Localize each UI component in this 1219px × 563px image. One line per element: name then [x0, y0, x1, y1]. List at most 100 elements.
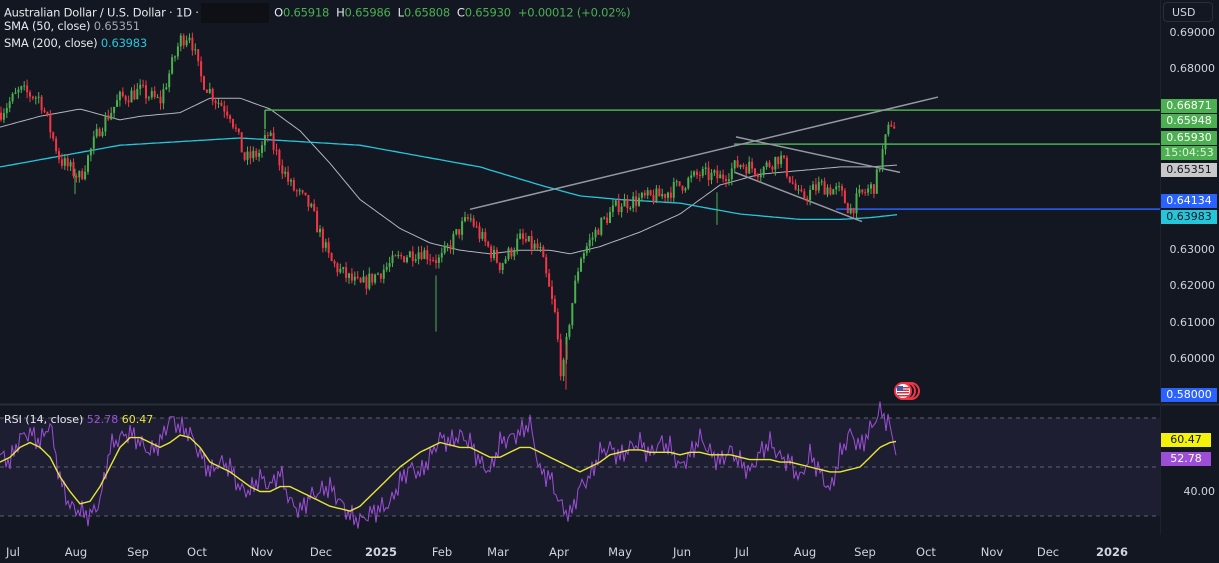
price-tag: 0.65351 — [1161, 163, 1217, 177]
candle-body — [507, 248, 510, 260]
candle-body — [66, 158, 69, 167]
candle-body — [200, 61, 203, 77]
candle-body — [803, 191, 806, 199]
price-tag: 0.63983 — [1161, 210, 1217, 224]
price-axis-tick: 0.63000 — [1169, 243, 1216, 257]
candle-body — [632, 196, 635, 208]
candle-body — [162, 89, 165, 104]
rsi-line[interactable] — [0, 401, 897, 529]
candle-body — [139, 84, 142, 89]
candle-body — [211, 88, 214, 101]
candle-body — [92, 136, 95, 149]
time-axis-label: Jul — [6, 545, 20, 559]
price-tag: 0.66871 — [1161, 99, 1217, 113]
candle-body — [600, 217, 603, 235]
candle-body — [324, 242, 327, 248]
candle-body — [34, 97, 37, 99]
candle-body — [756, 174, 759, 178]
sma200-legend[interactable]: SMA (200, close) 0.63983 — [4, 36, 147, 50]
rsi-tag: 52.78 — [1161, 452, 1211, 466]
candle-body — [609, 211, 611, 223]
candle-body — [26, 85, 29, 93]
candle-body — [292, 180, 295, 191]
time-axis-label: Nov — [980, 545, 1004, 559]
rsi-ma-line[interactable] — [0, 434, 897, 512]
candle-body — [208, 88, 211, 93]
price-axis-tick: 0.69000 — [1169, 26, 1216, 39]
candle-body — [675, 181, 678, 183]
time-axis-label: Oct — [187, 545, 207, 559]
candle-body — [568, 325, 571, 337]
candle-body — [147, 97, 150, 99]
trendline[interactable] — [734, 171, 863, 223]
candle-body — [478, 226, 481, 239]
candle-body — [150, 91, 153, 98]
candle-body — [87, 155, 89, 172]
trendline[interactable] — [735, 136, 901, 174]
candle-body — [533, 243, 536, 249]
candle-body — [229, 115, 232, 120]
rsi-pane[interactable] — [0, 401, 1160, 529]
trendline[interactable] — [469, 96, 939, 211]
candle-body — [667, 192, 669, 198]
candle-body — [307, 195, 310, 207]
symbol-title[interactable]: Australian Dollar / U.S. Dollar · 1D · — [4, 5, 199, 20]
candle-body — [261, 145, 263, 153]
time-axis-label: Sep — [854, 545, 876, 559]
candle-body — [771, 166, 774, 170]
candle-body — [391, 255, 394, 264]
candle-body — [350, 273, 353, 281]
candle-body — [156, 96, 159, 98]
candle-body — [713, 170, 716, 173]
candle-body — [23, 85, 26, 87]
candle-body — [643, 192, 646, 196]
currency-button[interactable]: USD — [1163, 2, 1213, 22]
time-axis-label: Oct — [916, 545, 936, 559]
candle-body — [553, 298, 556, 312]
candle-body — [748, 161, 751, 174]
candle-body — [493, 249, 495, 259]
candle-body — [524, 238, 527, 242]
candle-body — [588, 239, 591, 247]
candle-body — [791, 182, 794, 184]
candle-body — [881, 149, 884, 170]
rsi-legend[interactable]: RSI (14, close) 52.78 60.47 — [4, 413, 153, 426]
close-label: C — [456, 5, 465, 20]
candle-body — [446, 245, 449, 247]
candle-body — [406, 257, 408, 263]
candle-body — [806, 198, 809, 201]
rsi-axis-tick: 40.00 — [1183, 485, 1216, 498]
candle-body — [788, 176, 791, 183]
candle-body — [52, 132, 55, 139]
candle-body — [443, 245, 446, 253]
candle-body — [768, 162, 771, 167]
sma50-legend[interactable]: SMA (50, close) 0.65351 — [4, 19, 140, 33]
candle-body — [203, 76, 205, 90]
time-axis-label: 2025 — [364, 545, 398, 559]
us-flag-event-icon[interactable] — [893, 381, 921, 401]
candle-body — [5, 108, 8, 114]
candle-body — [20, 86, 23, 90]
candle-body — [205, 89, 208, 93]
candle-body — [104, 115, 107, 132]
candle-body — [635, 196, 638, 206]
candle-body — [423, 250, 426, 259]
candle-body — [759, 175, 762, 178]
candle-body — [107, 115, 110, 120]
price-pane[interactable] — [0, 32, 1160, 390]
candle-body — [725, 178, 727, 182]
candle-body — [597, 229, 600, 235]
candle-body — [551, 286, 553, 299]
candle-body — [63, 158, 66, 166]
candle-body — [696, 171, 698, 176]
candle-body — [678, 181, 681, 186]
sma200-line[interactable] — [0, 137, 898, 221]
candle-body — [661, 194, 664, 197]
candle-body — [530, 236, 533, 249]
candle-body — [652, 194, 655, 203]
time-axis-label: Nov — [250, 545, 274, 559]
candle-body — [414, 259, 417, 261]
candle-body — [846, 203, 849, 214]
time-axis-label: Aug — [793, 545, 817, 559]
